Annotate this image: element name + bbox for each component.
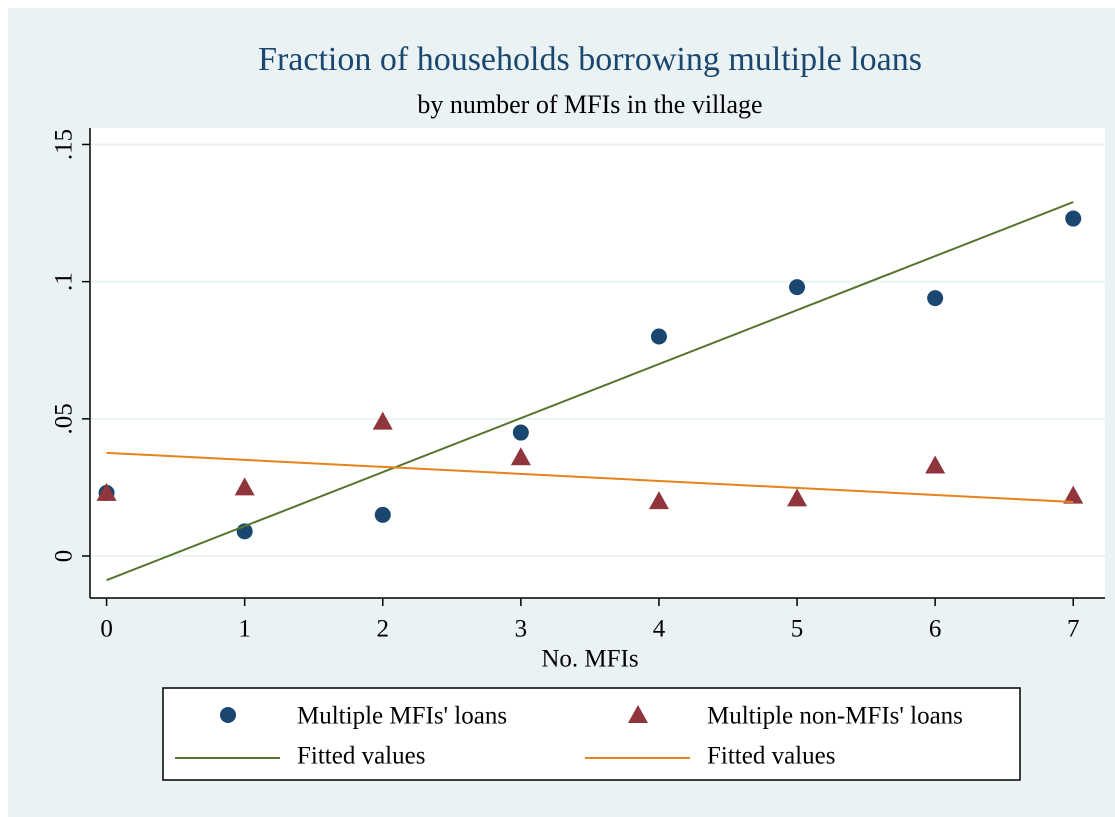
- x-tick-label: 7: [1067, 616, 1080, 643]
- point: [512, 424, 529, 441]
- point: [1063, 485, 1084, 504]
- point: [787, 488, 808, 507]
- point: [925, 455, 946, 474]
- x-tick-label: 6: [929, 616, 942, 643]
- x-tick-label: 4: [653, 616, 666, 643]
- legend: [162, 687, 1021, 781]
- chart-subtitle: by number of MFIs in the village: [417, 90, 762, 119]
- legend-marker: [628, 705, 648, 723]
- x-axis-label: No. MFIs: [541, 646, 638, 673]
- y-tick-label: .05: [51, 403, 78, 434]
- legend-label: Fitted values: [297, 743, 425, 770]
- point: [648, 491, 669, 510]
- x-tick-label: 2: [377, 616, 390, 643]
- x-tick-label: 5: [791, 616, 804, 643]
- x-tick-label: 1: [238, 616, 251, 643]
- point: [927, 290, 944, 307]
- fit-line: [106, 201, 1074, 582]
- y-tick-label: 0: [51, 550, 78, 563]
- chart-title: Fraction of households borrowing multipl…: [258, 41, 922, 78]
- fit-line: [106, 451, 1074, 503]
- legend-label: Fitted values: [707, 743, 835, 770]
- x-tick-label: 3: [515, 616, 528, 643]
- x-tick-label: 0: [100, 616, 113, 643]
- point: [96, 482, 117, 501]
- legend-marker: [220, 707, 236, 723]
- y-tick-label: .15: [51, 129, 78, 160]
- point: [1065, 210, 1082, 227]
- point: [374, 506, 391, 523]
- point: [510, 447, 531, 466]
- point: [789, 279, 806, 296]
- point: [234, 477, 255, 496]
- legend-label: Multiple non-MFIs' loans: [707, 703, 963, 730]
- y-tick-label: .1: [51, 272, 78, 291]
- legend-label: Multiple MFIs' loans: [297, 703, 507, 730]
- point: [372, 411, 393, 430]
- point: [650, 328, 667, 345]
